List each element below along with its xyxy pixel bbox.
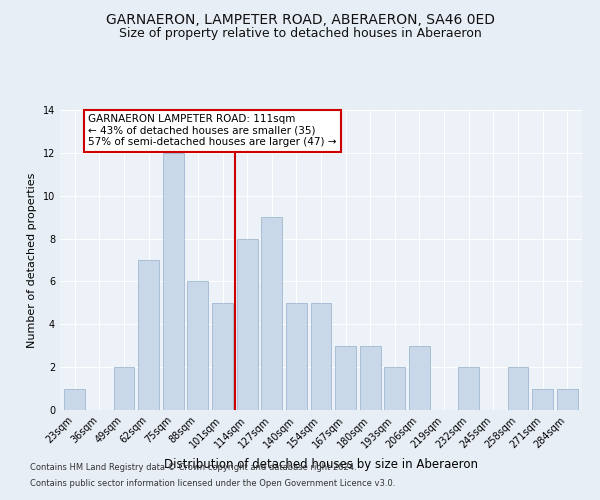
- Bar: [409, 346, 430, 410]
- Text: Contains HM Land Registry data © Crown copyright and database right 2024.: Contains HM Land Registry data © Crown c…: [30, 464, 356, 472]
- Bar: [212, 303, 233, 410]
- Bar: [311, 303, 331, 410]
- Bar: [286, 303, 307, 410]
- Bar: [64, 388, 85, 410]
- Text: GARNAERON, LAMPETER ROAD, ABERAERON, SA46 0ED: GARNAERON, LAMPETER ROAD, ABERAERON, SA4…: [106, 12, 494, 26]
- Bar: [335, 346, 356, 410]
- Bar: [360, 346, 381, 410]
- Bar: [557, 388, 578, 410]
- Y-axis label: Number of detached properties: Number of detached properties: [27, 172, 37, 348]
- Bar: [508, 367, 529, 410]
- Bar: [187, 282, 208, 410]
- Bar: [236, 238, 257, 410]
- Bar: [261, 217, 282, 410]
- Bar: [138, 260, 159, 410]
- X-axis label: Distribution of detached houses by size in Aberaeron: Distribution of detached houses by size …: [164, 458, 478, 471]
- Bar: [532, 388, 553, 410]
- Bar: [385, 367, 406, 410]
- Text: GARNAERON LAMPETER ROAD: 111sqm
← 43% of detached houses are smaller (35)
57% of: GARNAERON LAMPETER ROAD: 111sqm ← 43% of…: [88, 114, 337, 148]
- Text: Contains public sector information licensed under the Open Government Licence v3: Contains public sector information licen…: [30, 478, 395, 488]
- Text: Size of property relative to detached houses in Aberaeron: Size of property relative to detached ho…: [119, 28, 481, 40]
- Bar: [458, 367, 479, 410]
- Bar: [113, 367, 134, 410]
- Bar: [163, 153, 184, 410]
